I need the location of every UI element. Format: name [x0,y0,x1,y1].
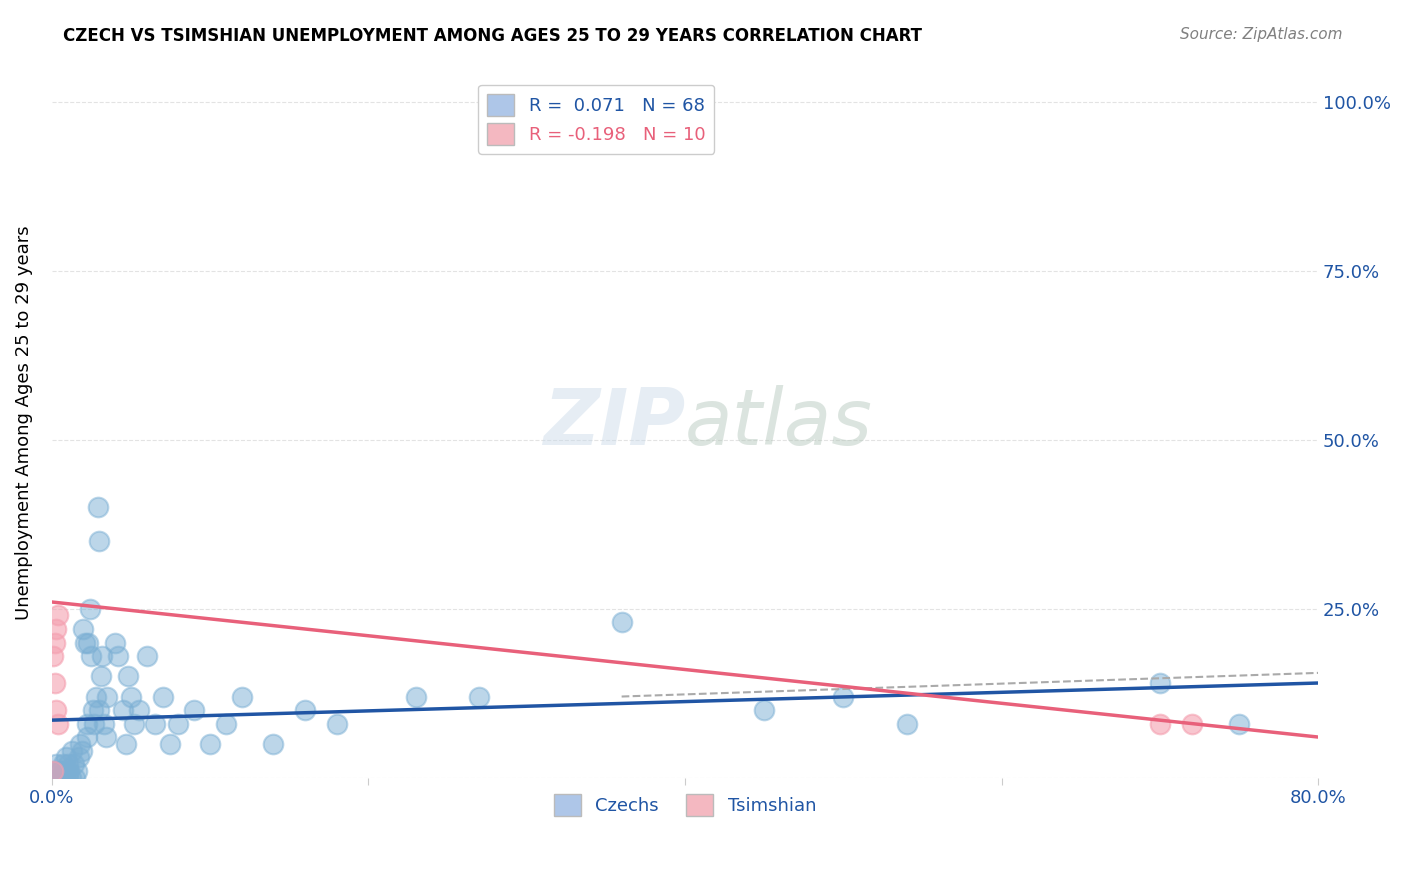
Point [120,690,142,704]
Point [262,737,284,751]
Legend: Czechs, Tsimshian: Czechs, Tsimshian [544,785,825,825]
Point [76,730,98,744]
Point [51,771,73,785]
Point [45,757,67,772]
Point [67,750,90,764]
Point [1180,716,1202,731]
Text: CZECH VS TSIMSHIAN UNEMPLOYMENT AMONG AGES 25 TO 29 YEARS CORRELATION CHART: CZECH VS TSIMSHIAN UNEMPLOYMENT AMONG AG… [63,27,922,45]
Point [46,608,69,623]
Point [42,648,65,663]
Point [325,716,347,731]
Point [84,690,107,704]
Point [896,716,918,731]
Point [60,743,83,757]
Point [128,703,150,717]
Point [117,669,139,683]
Point [48,764,70,778]
Point [56,771,79,785]
Point [55,764,77,778]
Point [122,716,145,731]
Point [405,690,427,704]
Point [44,764,66,778]
Point [46,771,69,785]
Point [135,648,157,663]
Point [89,703,111,717]
Point [45,622,67,636]
Point [58,764,80,778]
Point [167,716,190,731]
Point [82,703,104,717]
Point [115,737,138,751]
Point [610,615,633,630]
Point [72,622,94,636]
Point [45,703,67,717]
Point [59,771,82,785]
Point [111,703,134,717]
Point [152,690,174,704]
Point [77,635,100,649]
Point [53,771,76,785]
Point [93,716,115,731]
Point [294,703,316,717]
Point [1227,716,1250,731]
Point [66,764,89,778]
Point [231,690,253,704]
Point [83,716,105,731]
Point [80,648,103,663]
Point [91,648,114,663]
Point [44,635,66,649]
Point [53,764,76,778]
Text: ZIP: ZIP [543,385,685,461]
Point [52,757,75,772]
Point [832,690,855,704]
Point [1149,676,1171,690]
Point [46,716,69,731]
Point [1149,716,1171,731]
Point [183,703,205,717]
Point [52,771,75,785]
Point [104,635,127,649]
Point [468,690,491,704]
Y-axis label: Unemployment Among Ages 25 to 29 years: Unemployment Among Ages 25 to 29 years [15,226,32,620]
Point [94,730,117,744]
Point [198,737,221,751]
Point [42,764,65,778]
Point [215,716,238,731]
Point [79,601,101,615]
Point [96,690,118,704]
Point [90,669,112,683]
Point [56,757,79,772]
Point [63,757,86,772]
Point [86,500,108,515]
Point [65,771,87,785]
Point [44,676,66,690]
Point [76,716,98,731]
Point [107,648,129,663]
Text: atlas: atlas [685,385,873,461]
Point [89,534,111,549]
Point [69,737,91,751]
Point [752,703,775,717]
Point [143,716,166,731]
Point [73,635,96,649]
Text: Source: ZipAtlas.com: Source: ZipAtlas.com [1180,27,1343,42]
Point [55,750,77,764]
Point [70,743,93,757]
Point [159,737,181,751]
